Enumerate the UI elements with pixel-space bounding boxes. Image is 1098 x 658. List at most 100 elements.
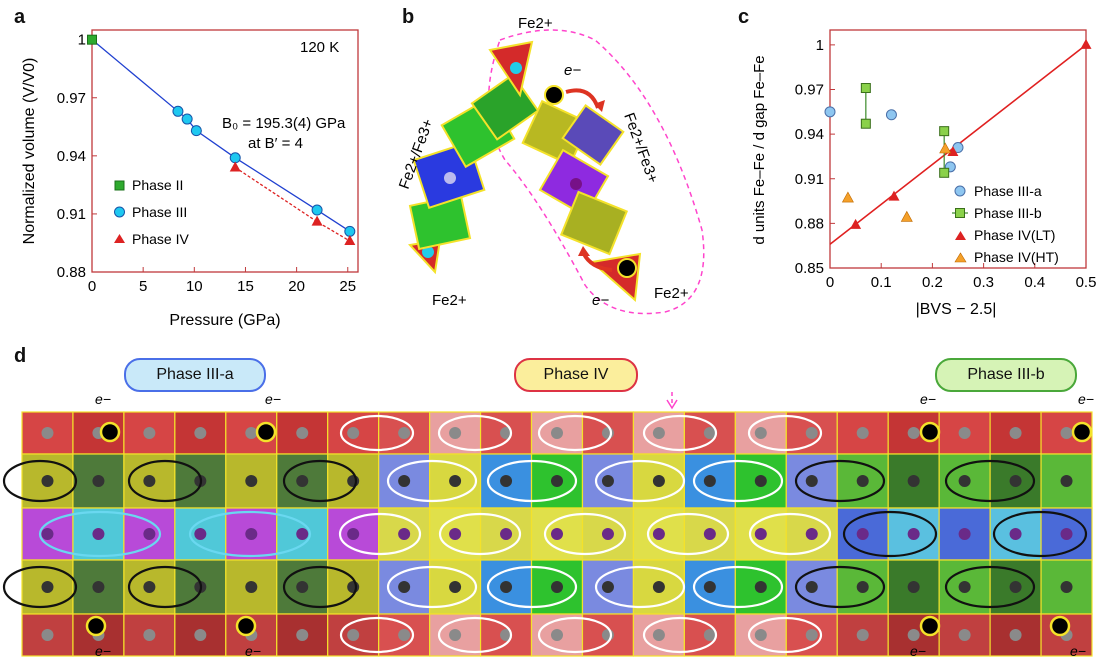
a-fit-line	[91, 39, 351, 232]
a-point-phase-iii	[311, 204, 323, 216]
electron-label-bottom: e−	[95, 643, 111, 658]
fe-ion	[551, 427, 563, 439]
chart-c-frame	[829, 29, 1087, 269]
phase-label-3b: Phase III-b	[935, 358, 1077, 392]
a-xtick-label: 25	[339, 278, 356, 295]
trimeron-ellipse	[2, 459, 78, 503]
fe-ion	[958, 629, 971, 641]
fe-ion	[1009, 528, 1022, 540]
c-point-phase-iv-ht-	[841, 191, 854, 203]
chart-c: 0 0.1 0.2 0.3 0.4 0.5 0.85 0.88 0.91 0.94 0.97 1 Ph…	[751, 29, 1096, 318]
a-xtick-label: 5	[139, 278, 147, 295]
fe-ion	[143, 427, 156, 439]
c-xtick-label: 0.2	[922, 274, 943, 291]
structure-b: Fe2+ e− Fe2+/Fe3+ Fe2+/Fe3+ Fe2+ e− Fe2+	[396, 15, 705, 315]
trimeron-ellipse	[692, 459, 784, 503]
fe-ion	[652, 629, 665, 641]
c-point-phase-iii-b	[939, 126, 950, 137]
fe-ion	[601, 528, 614, 540]
c-ytick-label: 1	[816, 37, 824, 54]
chart-c-xlabel: |BVS − 2.5|	[916, 301, 997, 318]
fe-ion	[347, 528, 360, 540]
fe-ion	[652, 581, 665, 593]
octahedra-chain	[408, 40, 642, 303]
trimeron-ellipse	[338, 512, 422, 556]
c-point-phase-iv-lt-	[850, 218, 862, 229]
electron-icon	[255, 421, 277, 443]
fe-ion	[958, 427, 971, 439]
fe-ion	[856, 427, 869, 439]
trimeron-ellipse	[127, 459, 203, 503]
fe-ion	[1060, 475, 1073, 487]
trimeron-ellipse	[642, 414, 718, 452]
fe-ion	[754, 475, 767, 487]
fe-ion	[449, 427, 462, 439]
lattice-cell	[989, 453, 1042, 509]
fe-ion	[143, 581, 156, 593]
fe-ion	[1060, 581, 1073, 593]
trimeron-ellipse	[437, 616, 513, 654]
fe-ion	[652, 427, 665, 439]
electron-icon	[1049, 615, 1071, 637]
fe-ion	[1009, 629, 1022, 641]
electron-label-bottom: e−	[1070, 643, 1086, 658]
a-ytick-label: 0.91	[57, 206, 86, 223]
trimeron-ellipse	[38, 510, 162, 558]
fe-ion	[449, 475, 462, 487]
trimeron-ellipse	[127, 565, 203, 609]
trimeron-ellipse	[339, 414, 415, 452]
fe-ion	[194, 427, 207, 439]
trimeron-ellipse	[794, 459, 886, 503]
fe-ion	[194, 528, 207, 540]
a-point-phase-iii	[344, 225, 356, 237]
fe-ion	[958, 475, 971, 487]
a-ytick-label: 0.97	[57, 90, 86, 107]
fe-ion	[143, 629, 156, 641]
fe-ion	[500, 475, 513, 487]
fe-ion	[41, 581, 54, 593]
electron-label-top: e−	[1078, 391, 1094, 407]
chart-a: 0 5 10 15 20 25 0.88 0.91 0.94 0.97 1 120 K B₀ = 1…	[21, 29, 359, 329]
trimeron-ellipse	[2, 565, 78, 609]
phase-label-3a: Phase III-a	[124, 358, 266, 392]
legend-c-phase4ht: Phase IV(HT)	[974, 249, 1059, 265]
lattice-cell	[123, 613, 176, 657]
chart-c-ylabel: d units Fe–Fe / d gap Fe–Fe	[751, 55, 768, 244]
legend-a-phase3: Phase III	[132, 204, 187, 220]
fe-ion	[551, 581, 563, 593]
trimeron-ellipse	[537, 616, 613, 654]
fe-ion	[398, 629, 411, 641]
fe-ion	[754, 581, 767, 593]
electron-icon	[85, 615, 107, 637]
panel-label-a: a	[14, 6, 26, 28]
c-point-phase-iv-ht-	[939, 142, 952, 154]
trimeron-ellipse	[438, 512, 522, 556]
c-ytick-label: 0.85	[795, 260, 824, 277]
c-xtick-label: 0.3	[973, 274, 994, 291]
fe-ion	[92, 475, 105, 487]
electron-label-top: e−	[920, 391, 936, 407]
fe-ion	[754, 427, 767, 439]
fe-ion	[551, 629, 563, 641]
legend-c-phase3a: Phase III-a	[974, 183, 1042, 199]
trimeron-ellipse	[282, 565, 358, 609]
trimeron-ellipse	[747, 616, 823, 654]
fe-ion	[92, 528, 105, 540]
c-point-phase-iii-b	[939, 167, 950, 178]
c-point-phase-iv-lt-	[947, 145, 959, 156]
label-electron-bottom: e−	[592, 292, 609, 309]
label-fe-mixed-right: Fe2+/Fe3+	[620, 111, 661, 186]
a-point-phase-iii	[229, 152, 241, 164]
electron-label-bottom: e−	[910, 643, 926, 658]
fe-ion	[296, 581, 309, 593]
c-xtick-label: 0.1	[871, 274, 892, 291]
trimeron-ellipse	[594, 565, 686, 609]
fe-ion	[551, 528, 563, 540]
trimeron-ellipse	[386, 565, 478, 609]
a-point-phase-ii	[87, 34, 97, 45]
fe-ion	[958, 581, 971, 593]
fe-ion	[1060, 427, 1073, 439]
fe-ion	[907, 629, 920, 641]
trimeron-ellipse	[543, 512, 627, 556]
fe-ion	[500, 528, 513, 540]
